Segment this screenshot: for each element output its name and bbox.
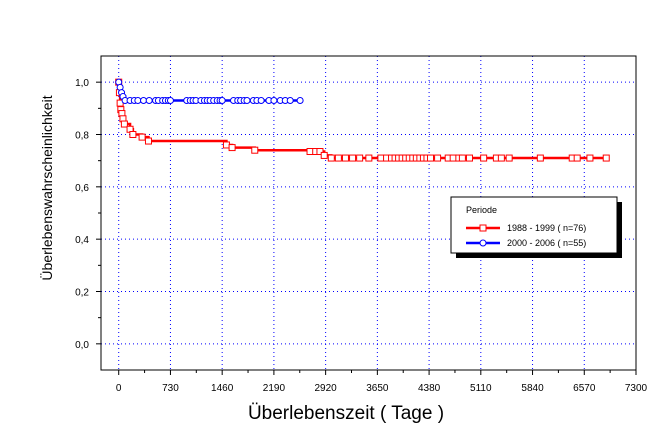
series-1-marker: [465, 154, 473, 162]
series-2-marker: [257, 96, 265, 104]
series-1-marker: [536, 154, 544, 162]
series-2-marker: [134, 96, 142, 104]
legend-title: Periode: [466, 205, 497, 215]
series-2-marker: [166, 96, 174, 104]
legend-entry-1: 1988 - 1999 ( n=76): [507, 223, 586, 233]
series-1-marker: [320, 151, 328, 159]
y-tick-label: 0,4: [75, 235, 89, 246]
series-1: [115, 78, 610, 162]
series-2: [115, 78, 304, 104]
series-1-marker: [480, 154, 488, 162]
series-1-marker: [349, 154, 357, 162]
series-2-marker: [218, 96, 226, 104]
x-tick-label: 2190: [263, 383, 286, 394]
x-tick-label: 5840: [521, 383, 544, 394]
series-1-marker: [365, 154, 373, 162]
series-1-marker: [306, 148, 314, 156]
series-1-marker: [573, 154, 581, 162]
series-2-marker: [140, 96, 148, 104]
series-1-marker: [497, 154, 505, 162]
series-1-marker: [120, 120, 128, 128]
series-1-marker: [327, 154, 335, 162]
x-tick-label: 730: [162, 383, 179, 394]
series-1-marker: [427, 154, 435, 162]
series-1-line: [118, 80, 607, 160]
x-tick-label: 4380: [418, 383, 441, 394]
x-tick-label: 2920: [315, 383, 338, 394]
series-2-marker: [296, 96, 304, 104]
y-axis-title: Überlebenswahrscheinlichkeit: [38, 95, 55, 280]
x-tick-label: 3650: [366, 383, 389, 394]
x-tick-label: 7300: [625, 383, 648, 394]
y-tick-label: 0,0: [75, 340, 89, 351]
series-1-marker: [251, 146, 259, 154]
series-1-marker: [434, 154, 442, 162]
x-axis-title: Überlebenszeit ( Tage ): [248, 403, 444, 424]
series-1-marker: [377, 154, 385, 162]
series-1-marker: [129, 131, 137, 138]
x-tick-label: 1460: [211, 383, 234, 394]
legend: Periode 1988 - 1999 ( n=76) 2000 - 2006 …: [450, 196, 622, 258]
tick-labels: 0 730 1460 2190 2920 3650 4380 5110 5840 6570 7300…: [75, 78, 647, 394]
x-tick-label: 6570: [573, 383, 596, 394]
x-tick-label: 0: [116, 383, 122, 394]
y-tick-label: 0,6: [75, 183, 89, 194]
series-1-marker: [356, 154, 364, 162]
series-2-marker: [145, 96, 153, 104]
legend-entry-2: 2000 - 2006 ( n=55): [507, 238, 586, 248]
legend-swatch-1-marker: [479, 224, 487, 232]
series-2-marker: [286, 96, 294, 104]
series-1-marker: [228, 144, 236, 152]
series-2-marker: [270, 96, 278, 104]
series-1-marker: [334, 154, 342, 162]
y-tick-label: 1,0: [75, 78, 89, 89]
series-layer: [115, 78, 610, 162]
series-1-marker: [505, 154, 513, 162]
series-1-marker: [458, 154, 466, 162]
series-1-marker: [144, 137, 152, 145]
axis-ticks: [96, 81, 637, 375]
series-1-marker: [602, 154, 610, 162]
series-1-marker: [586, 154, 594, 162]
series-1-marker: [449, 154, 457, 162]
series-1-marker: [138, 133, 146, 141]
x-tick-label: 5110: [470, 383, 492, 394]
series-2-marker: [243, 96, 251, 104]
series-1-marker: [341, 154, 349, 162]
legend-swatch-2-marker: [479, 239, 487, 247]
y-tick-label: 0,2: [75, 288, 89, 299]
y-tick-label: 0,8: [75, 131, 89, 142]
series-1-marker: [222, 141, 230, 149]
series-1-marker: [316, 148, 324, 156]
